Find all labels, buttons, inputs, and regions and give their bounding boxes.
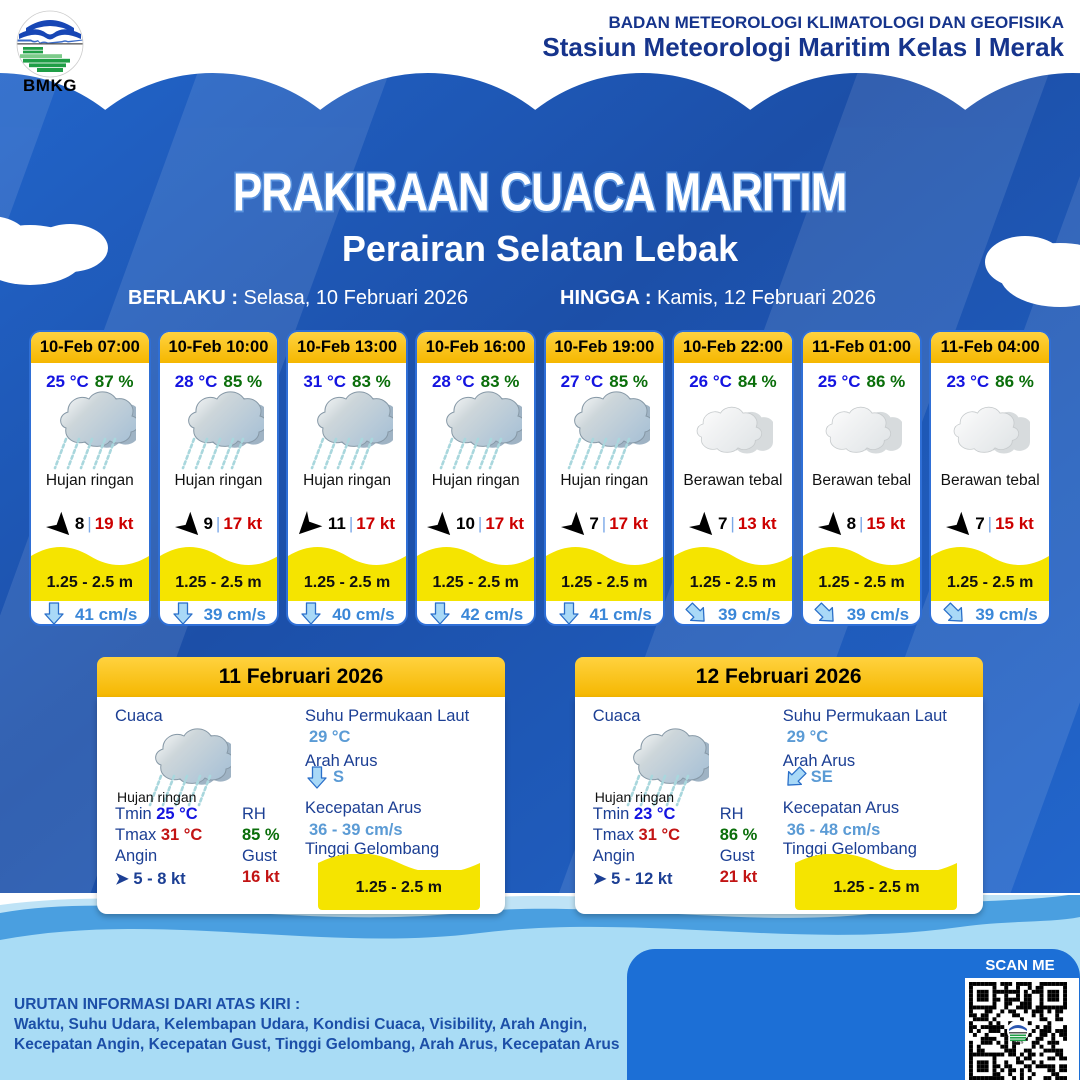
svg-text:BMKG: BMKG (1013, 1041, 1024, 1045)
